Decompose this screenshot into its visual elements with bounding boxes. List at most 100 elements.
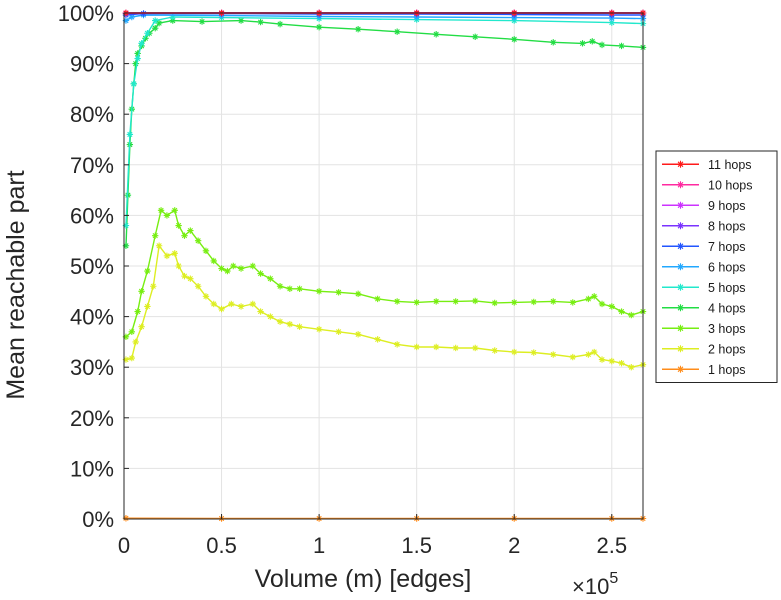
- data-point: [194, 283, 202, 290]
- data-point: [591, 348, 598, 356]
- data-point: [230, 262, 237, 270]
- data-point: [128, 328, 136, 335]
- legend-marker: [677, 263, 684, 271]
- data-point: [134, 55, 141, 62]
- y-tick-label: 60%: [70, 203, 114, 228]
- y-tick-label: 30%: [70, 355, 114, 380]
- data-point: [175, 222, 182, 229]
- data-point: [228, 300, 235, 308]
- data-point: [286, 285, 294, 292]
- data-point: [374, 295, 381, 303]
- data-point: [187, 227, 194, 234]
- data-point: [550, 298, 557, 305]
- legend-item-3-hops: 3 hops: [662, 322, 746, 336]
- x-multiplier-base: ×10: [572, 574, 609, 599]
- x-tick-label: 0: [118, 533, 130, 558]
- data-point: [150, 283, 157, 290]
- legend-item-9-hops: 9 hops: [662, 199, 746, 213]
- data-point: [432, 298, 440, 305]
- legend-label: 10 hops: [708, 178, 752, 192]
- data-point: [618, 308, 625, 315]
- x-multiplier-label: ×105: [572, 570, 618, 599]
- data-point: [598, 41, 606, 49]
- data-point: [128, 13, 136, 21]
- data-point: [315, 326, 323, 333]
- data-point: [134, 50, 141, 57]
- data-point: [393, 28, 401, 35]
- legend-marker: [677, 160, 684, 168]
- data-point: [589, 38, 596, 45]
- legend-marker: [677, 242, 684, 250]
- data-point: [276, 283, 284, 290]
- legend-item-6-hops: 6 hops: [662, 260, 746, 274]
- series-line-4-hops: [125, 19, 644, 246]
- data-point: [157, 207, 165, 214]
- series-1-hops: [122, 515, 647, 522]
- legend-item-10-hops: 10 hops: [662, 178, 752, 192]
- data-point: [413, 299, 420, 306]
- data-point: [249, 262, 256, 270]
- data-point: [237, 265, 245, 272]
- data-point: [249, 300, 256, 308]
- data-point: [134, 308, 141, 315]
- data-point: [608, 19, 615, 26]
- data-point: [142, 35, 149, 42]
- legend-marker: [677, 222, 684, 230]
- data-point: [315, 23, 323, 31]
- data-point: [296, 285, 303, 292]
- data-point: [530, 349, 537, 356]
- data-point: [511, 299, 518, 306]
- series-5-hops: [122, 13, 647, 229]
- data-point: [354, 290, 362, 298]
- data-point: [472, 344, 479, 352]
- data-point: [511, 348, 518, 356]
- series-line-2-hops: [125, 245, 644, 368]
- y-tick-label: 100%: [58, 1, 114, 26]
- data-point: [491, 299, 498, 307]
- data-point: [585, 351, 592, 358]
- y-tick-label: 20%: [70, 406, 114, 431]
- legend-item-8-hops: 8 hops: [662, 219, 746, 233]
- data-point: [152, 24, 159, 32]
- data-point: [144, 267, 151, 275]
- data-point: [608, 303, 615, 310]
- legend-label: 2 hops: [708, 342, 746, 356]
- legend-label: 7 hops: [708, 240, 746, 254]
- data-point: [132, 60, 139, 67]
- y-tick-label: 40%: [70, 305, 114, 330]
- series-4-hops: [122, 17, 647, 249]
- x-tick-label: 2.5: [596, 533, 627, 558]
- data-point: [171, 250, 178, 257]
- data-point: [144, 30, 151, 37]
- data-point: [374, 336, 381, 343]
- data-point: [618, 42, 625, 50]
- data-point: [122, 222, 130, 229]
- x-multiplier-exponent: 5: [609, 570, 618, 587]
- data-point: [286, 320, 294, 328]
- data-point: [210, 300, 217, 308]
- data-point: [618, 359, 625, 367]
- data-point: [218, 305, 225, 313]
- y-axis-label: Mean reachable part: [2, 170, 30, 399]
- data-point: [237, 17, 245, 24]
- data-point: [393, 298, 401, 305]
- data-point: [579, 40, 586, 47]
- legend-item-4-hops: 4 hops: [662, 301, 746, 315]
- data-point: [276, 318, 284, 325]
- data-point: [122, 17, 130, 24]
- data-point: [126, 131, 134, 138]
- data-point: [144, 303, 151, 310]
- legend-label: 5 hops: [708, 281, 746, 295]
- data-point: [132, 338, 139, 346]
- data-point: [530, 298, 537, 306]
- y-tick-label: 90%: [70, 52, 114, 77]
- series-3-hops: [122, 207, 647, 341]
- data-point: [393, 341, 401, 348]
- legend-marker: [677, 365, 684, 373]
- data-point: [163, 212, 171, 219]
- data-point: [267, 275, 274, 282]
- legend-label: 6 hops: [708, 260, 746, 274]
- legend-marker: [677, 324, 684, 332]
